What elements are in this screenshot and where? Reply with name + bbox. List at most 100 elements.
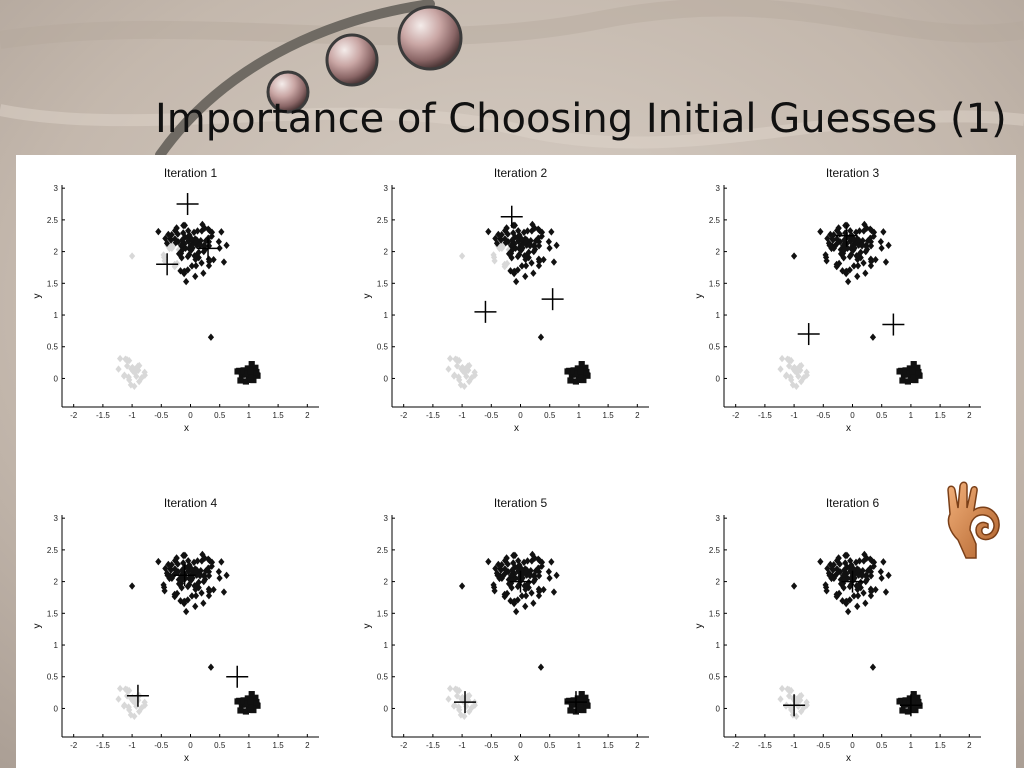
y-tick-label: 0.5: [47, 673, 59, 682]
data-point: [215, 568, 222, 576]
data-point: [238, 368, 245, 375]
x-axis-label: x: [846, 423, 851, 434]
figure-panel: Iteration 1 -2 -1.5 -1 -0.5 0 0.5 1 1.5 2 0 0.5 1 1.5…: [16, 155, 1016, 768]
data-point: [247, 376, 254, 384]
data-point: [535, 242, 543, 250]
data-point: [846, 234, 853, 242]
data-point: [861, 550, 868, 559]
data-point: [514, 252, 521, 261]
data-point: [121, 701, 128, 709]
x-tick-label: 1.5: [603, 741, 615, 750]
data-point: [184, 252, 191, 261]
data-point: [513, 277, 520, 286]
data-point: [522, 272, 529, 281]
data-point: [786, 692, 793, 700]
x-tick-label: -2: [732, 741, 740, 750]
data-point: [452, 355, 459, 363]
data-point: [510, 598, 517, 606]
data-point: [854, 602, 861, 611]
y-axis-label: y: [694, 624, 705, 629]
data-point: [825, 569, 833, 577]
data-point: [577, 701, 584, 708]
data-point: [520, 558, 528, 567]
x-tick-label: -1: [129, 411, 137, 420]
data-point: [778, 684, 786, 693]
y-axis-label: y: [362, 624, 373, 629]
data-point: [786, 687, 793, 695]
data-point: [463, 702, 470, 711]
data-point: [833, 262, 840, 271]
data-point: [835, 224, 842, 232]
x-tick-label: 0: [518, 741, 523, 750]
data-point: [863, 572, 870, 580]
data-point: [215, 238, 222, 246]
data-point: [909, 367, 916, 375]
data-point: [846, 252, 853, 261]
data-point: [190, 228, 198, 237]
y-tick-label: 0.5: [377, 343, 389, 352]
data-point: [509, 236, 516, 244]
data-point: [247, 697, 254, 705]
data-point: [167, 236, 175, 244]
data-point: [458, 252, 466, 260]
data-point: [777, 695, 784, 703]
data-point: [577, 706, 584, 714]
y-tick-label: 0.5: [709, 343, 721, 352]
y-tick-label: 3: [54, 184, 59, 193]
data-point: [878, 574, 885, 582]
x-tick-label: -1.5: [758, 411, 772, 420]
data-point: [845, 277, 852, 286]
chart-title: Iteration 1: [164, 166, 218, 180]
data-point: [458, 695, 465, 703]
data-point: [501, 556, 509, 565]
kmeans-iterations-figure: Iteration 1 -2 -1.5 -1 -0.5 0 0.5 1 1.5 2 0 0.5 1 1.5…: [32, 166, 981, 764]
data-point: [168, 230, 175, 239]
data-point: [465, 366, 472, 374]
data-point: [550, 588, 558, 596]
data-point: [509, 566, 516, 574]
data-point: [216, 244, 223, 252]
data-point: [523, 236, 530, 244]
scatter-panel: Iteration 3 -2 -1.5 -1 -0.5 0 0.5 1 1.5 2 0 0.5 1 1.5…: [694, 166, 981, 434]
data-point: [210, 255, 217, 264]
data-point: [234, 368, 241, 375]
y-tick-label: 1.5: [47, 609, 59, 618]
data-point: [522, 592, 530, 600]
data-point: [528, 259, 535, 267]
data-point: [869, 333, 877, 341]
data-point: [553, 241, 560, 250]
y-tick-label: 1.5: [47, 279, 59, 288]
data-point: [854, 582, 861, 590]
data-point: [793, 382, 800, 390]
data-point: [852, 558, 860, 567]
data-point: [501, 235, 508, 243]
y-tick-label: 2.5: [377, 216, 389, 225]
data-point: [572, 378, 580, 385]
data-point: [466, 361, 473, 370]
data-point: [795, 702, 802, 711]
data-point: [523, 566, 530, 574]
data-point: [171, 556, 179, 565]
data-point: [817, 227, 824, 236]
data-point: [511, 551, 518, 560]
x-tick-label: -1.5: [426, 411, 440, 420]
data-point: [864, 237, 871, 245]
x-tick-label: 0.5: [544, 741, 556, 750]
data-point: [518, 262, 526, 270]
data-point: [840, 242, 847, 250]
scatter-panel: Iteration 5 -2 -1.5 -1 -0.5 0 0.5 1 1.5 2 0 0.5 1 1.5…: [362, 496, 649, 764]
data-point: [188, 592, 196, 600]
data-point: [550, 258, 558, 266]
data-point: [880, 228, 887, 236]
data-point: [505, 250, 513, 258]
data-point: [900, 698, 907, 705]
x-tick-label: -1: [791, 741, 799, 750]
data-point: [192, 252, 199, 260]
data-point: [168, 244, 176, 252]
data-point: [914, 694, 921, 701]
x-tick-label: -0.5: [816, 411, 830, 420]
data-point: [836, 259, 843, 268]
y-tick-label: 2: [54, 578, 59, 587]
data-point: [491, 587, 498, 595]
x-tick-label: 1: [247, 741, 252, 750]
